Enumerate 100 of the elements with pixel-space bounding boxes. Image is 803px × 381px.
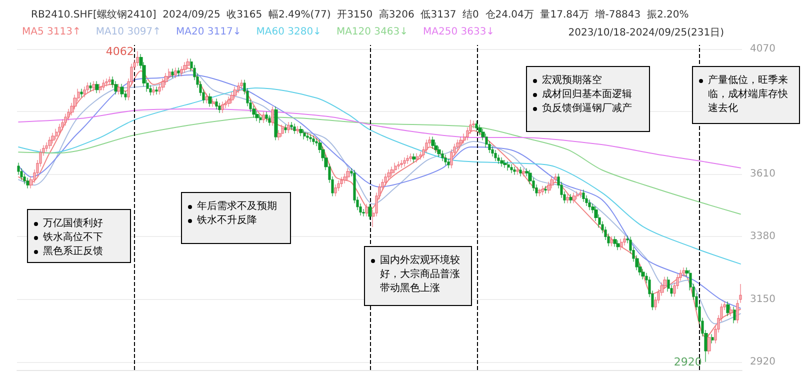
candlestick — [368, 204, 372, 220]
candlestick — [588, 199, 591, 210]
candlestick — [707, 334, 711, 355]
candlestick — [576, 191, 579, 200]
candlestick — [183, 62, 187, 74]
candlestick — [287, 122, 290, 134]
text: MA60 3280↓ — [256, 26, 322, 38]
candlestick — [444, 154, 447, 166]
note-box: 年后需求不及预期 铁水不升反降 — [181, 192, 291, 244]
y-tick-label: 3380 — [750, 231, 776, 242]
candlestick — [281, 124, 284, 137]
candlestick — [409, 153, 413, 162]
text: MA250 3633↓ — [423, 26, 495, 38]
candlestick — [105, 78, 108, 87]
candlestick — [205, 93, 209, 104]
note-box: 国内外宏观环境较好，大宗商品普涨带动黑色上涨 — [364, 246, 472, 306]
candlestick — [221, 101, 224, 114]
text: MA120 3463↓ — [336, 26, 408, 38]
text: MA20 3117↓ — [176, 26, 242, 38]
candlestick — [309, 134, 312, 142]
candlestick — [437, 146, 441, 158]
candlestick — [240, 80, 243, 90]
candlestick — [623, 235, 626, 246]
candlestick — [736, 300, 739, 324]
candlestick — [412, 153, 416, 163]
text: MA10 3097↑ — [96, 26, 162, 38]
annotation: 黑色系正反馈 — [43, 245, 103, 259]
candlestick — [447, 158, 450, 168]
candlestick — [500, 157, 504, 167]
candlestick — [572, 192, 576, 204]
candlestick — [284, 124, 287, 134]
candlestick — [48, 136, 52, 150]
annotation: 负反馈倒逼钢厂减产 — [542, 102, 632, 116]
candlestick — [513, 166, 516, 176]
chart-subtitle: 2023/10/18-2024/09/25(231日) — [568, 28, 724, 38]
candlestick — [26, 177, 30, 189]
candlestick — [616, 240, 620, 250]
candlestick — [102, 80, 105, 91]
candlestick — [312, 135, 315, 146]
candlestick — [406, 154, 409, 164]
candlestick — [739, 284, 742, 304]
candlestick — [265, 111, 268, 122]
candlestick — [544, 186, 547, 194]
candlestick — [274, 106, 278, 140]
candlestick — [227, 96, 231, 108]
candlestick — [503, 160, 507, 168]
candlestick — [346, 168, 350, 180]
candlestick — [516, 166, 519, 176]
candlestick — [262, 111, 265, 124]
candlestick — [522, 168, 526, 177]
candlestick — [620, 238, 623, 250]
candlestick — [55, 128, 58, 140]
candlestick — [99, 84, 102, 94]
candlestick — [610, 236, 613, 247]
candlestick — [441, 150, 444, 162]
line-series — [18, 116, 741, 215]
candlestick — [212, 98, 215, 108]
candlestick — [180, 66, 183, 77]
candlestick — [136, 50, 139, 66]
candlestick — [293, 123, 296, 134]
candlestick — [155, 86, 158, 95]
candlestick — [566, 194, 569, 204]
candlestick — [306, 132, 309, 142]
candlestick — [569, 194, 573, 204]
y-tick-label: 2920 — [750, 356, 776, 368]
candlestick — [403, 157, 406, 167]
annotation: 铁水高位不下 — [43, 231, 103, 245]
candlestick — [390, 166, 394, 176]
candlestick — [579, 189, 582, 198]
candlestick — [174, 67, 177, 78]
y-tick-label: 4070 — [750, 44, 776, 55]
candlestick — [120, 84, 124, 98]
candlestick — [478, 124, 482, 136]
candlestick — [733, 306, 736, 324]
candlestick — [271, 106, 274, 126]
candlestick — [507, 161, 510, 171]
candlestick — [497, 154, 500, 164]
annotation: 成材回归基本面逻辑 — [542, 88, 632, 102]
candlestick — [365, 204, 369, 217]
candlestick — [171, 68, 174, 78]
note-box: 万亿国债利好 铁水高位不下 黑色系正反馈 — [27, 209, 131, 263]
candlestick — [80, 88, 83, 98]
note-box: 产量低位，旺季来临，成材端库存快速去化 — [692, 66, 800, 124]
candlestick — [729, 306, 733, 316]
candlestick — [108, 76, 111, 86]
candlestick — [400, 160, 403, 168]
candlestick — [299, 126, 303, 136]
candlestick — [117, 84, 121, 95]
candlestick — [682, 267, 686, 277]
annotation: 国内外宏观环境较好，大宗商品普涨带动黑色上涨 — [380, 254, 461, 296]
candlestick — [303, 129, 306, 140]
candlestick — [510, 164, 513, 174]
candlestick — [711, 334, 714, 344]
candlestick — [152, 86, 155, 96]
annotation: 4062 — [106, 44, 134, 58]
candlestick — [290, 122, 293, 130]
candlestick — [177, 67, 180, 77]
annotation: 宏观预期落空 — [542, 74, 602, 88]
annotation: 铁水不升反降 — [197, 214, 257, 228]
candlestick — [89, 82, 92, 92]
